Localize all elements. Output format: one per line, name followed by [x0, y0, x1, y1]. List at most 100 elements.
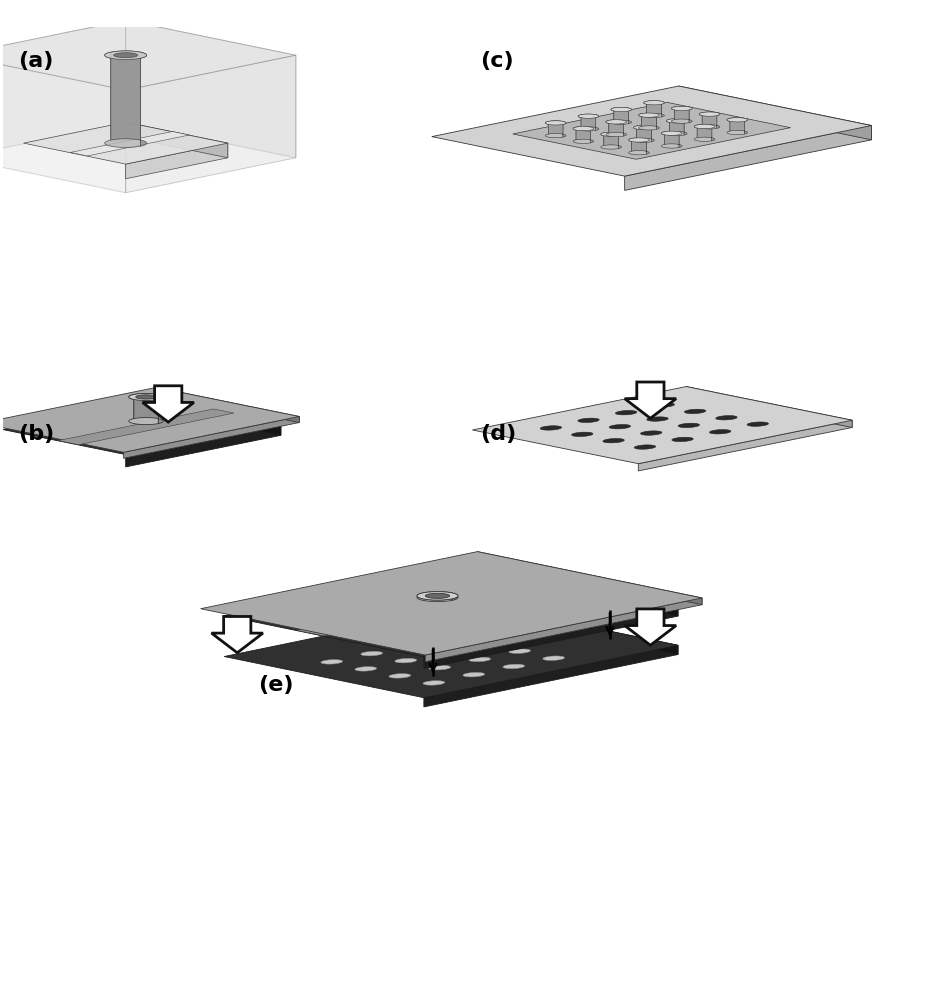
Polygon shape	[545, 121, 566, 125]
Polygon shape	[440, 635, 462, 639]
Polygon shape	[24, 122, 228, 164]
Polygon shape	[670, 119, 687, 135]
Polygon shape	[3, 398, 281, 455]
Polygon shape	[0, 55, 126, 193]
Polygon shape	[694, 124, 715, 129]
Polygon shape	[667, 119, 687, 123]
Polygon shape	[114, 53, 138, 58]
Polygon shape	[572, 432, 593, 437]
Polygon shape	[694, 125, 712, 141]
Polygon shape	[687, 387, 852, 428]
Polygon shape	[473, 387, 852, 464]
Polygon shape	[432, 86, 871, 176]
Polygon shape	[463, 672, 485, 677]
Polygon shape	[634, 445, 655, 449]
Polygon shape	[601, 132, 622, 136]
Polygon shape	[424, 645, 678, 707]
Polygon shape	[389, 674, 411, 678]
Polygon shape	[606, 120, 627, 124]
Polygon shape	[128, 393, 164, 400]
Polygon shape	[400, 643, 422, 648]
Polygon shape	[716, 416, 737, 420]
Polygon shape	[653, 403, 674, 407]
Polygon shape	[320, 660, 342, 664]
Polygon shape	[360, 651, 382, 656]
Polygon shape	[578, 418, 599, 423]
Polygon shape	[633, 125, 654, 130]
Polygon shape	[105, 51, 146, 60]
Polygon shape	[126, 20, 296, 158]
Polygon shape	[661, 132, 679, 148]
Polygon shape	[665, 131, 682, 147]
Polygon shape	[640, 431, 662, 435]
Polygon shape	[513, 102, 790, 159]
Polygon shape	[611, 108, 629, 124]
Polygon shape	[671, 107, 689, 123]
Polygon shape	[211, 616, 263, 653]
Polygon shape	[545, 121, 563, 138]
Polygon shape	[423, 594, 452, 600]
Polygon shape	[475, 642, 496, 646]
Polygon shape	[70, 131, 189, 156]
Polygon shape	[727, 118, 747, 122]
Polygon shape	[647, 417, 669, 421]
Polygon shape	[355, 667, 377, 671]
Polygon shape	[136, 395, 157, 399]
Text: (c): (c)	[480, 51, 514, 71]
Polygon shape	[631, 138, 650, 154]
Polygon shape	[699, 113, 717, 129]
Polygon shape	[661, 131, 682, 135]
Polygon shape	[611, 107, 631, 112]
Polygon shape	[417, 593, 452, 602]
Polygon shape	[638, 114, 656, 130]
Polygon shape	[134, 393, 164, 424]
Polygon shape	[425, 593, 450, 598]
Polygon shape	[727, 118, 745, 135]
Polygon shape	[429, 665, 451, 670]
Polygon shape	[573, 127, 591, 143]
Polygon shape	[540, 426, 562, 430]
Polygon shape	[0, 387, 300, 452]
Polygon shape	[134, 419, 159, 424]
Polygon shape	[297, 578, 578, 636]
Polygon shape	[543, 656, 565, 660]
Polygon shape	[201, 552, 702, 655]
Polygon shape	[625, 126, 871, 190]
Polygon shape	[697, 124, 715, 141]
Polygon shape	[603, 438, 625, 443]
Polygon shape	[604, 132, 622, 149]
Polygon shape	[573, 126, 593, 131]
Polygon shape	[549, 121, 566, 137]
Polygon shape	[0, 20, 296, 90]
Text: (d): (d)	[480, 424, 516, 444]
Polygon shape	[609, 424, 631, 429]
Polygon shape	[477, 552, 702, 605]
Polygon shape	[124, 417, 300, 458]
Polygon shape	[417, 592, 458, 600]
Polygon shape	[576, 126, 593, 143]
Polygon shape	[671, 106, 692, 111]
Polygon shape	[709, 430, 731, 434]
Polygon shape	[644, 101, 665, 105]
Polygon shape	[638, 113, 659, 117]
Polygon shape	[126, 143, 228, 179]
Text: (b): (b)	[18, 424, 54, 444]
Polygon shape	[578, 114, 599, 118]
Polygon shape	[424, 604, 678, 669]
Polygon shape	[679, 86, 871, 140]
Polygon shape	[671, 437, 693, 442]
Polygon shape	[625, 382, 676, 418]
Text: (a): (a)	[18, 51, 53, 71]
Polygon shape	[730, 118, 747, 134]
Polygon shape	[702, 112, 720, 128]
Polygon shape	[128, 394, 159, 425]
Polygon shape	[159, 398, 281, 435]
Polygon shape	[126, 423, 281, 467]
Polygon shape	[578, 115, 595, 131]
Polygon shape	[625, 609, 676, 645]
Polygon shape	[647, 101, 665, 117]
Polygon shape	[678, 423, 700, 428]
Polygon shape	[435, 650, 456, 655]
Polygon shape	[674, 106, 692, 123]
Polygon shape	[581, 114, 599, 130]
